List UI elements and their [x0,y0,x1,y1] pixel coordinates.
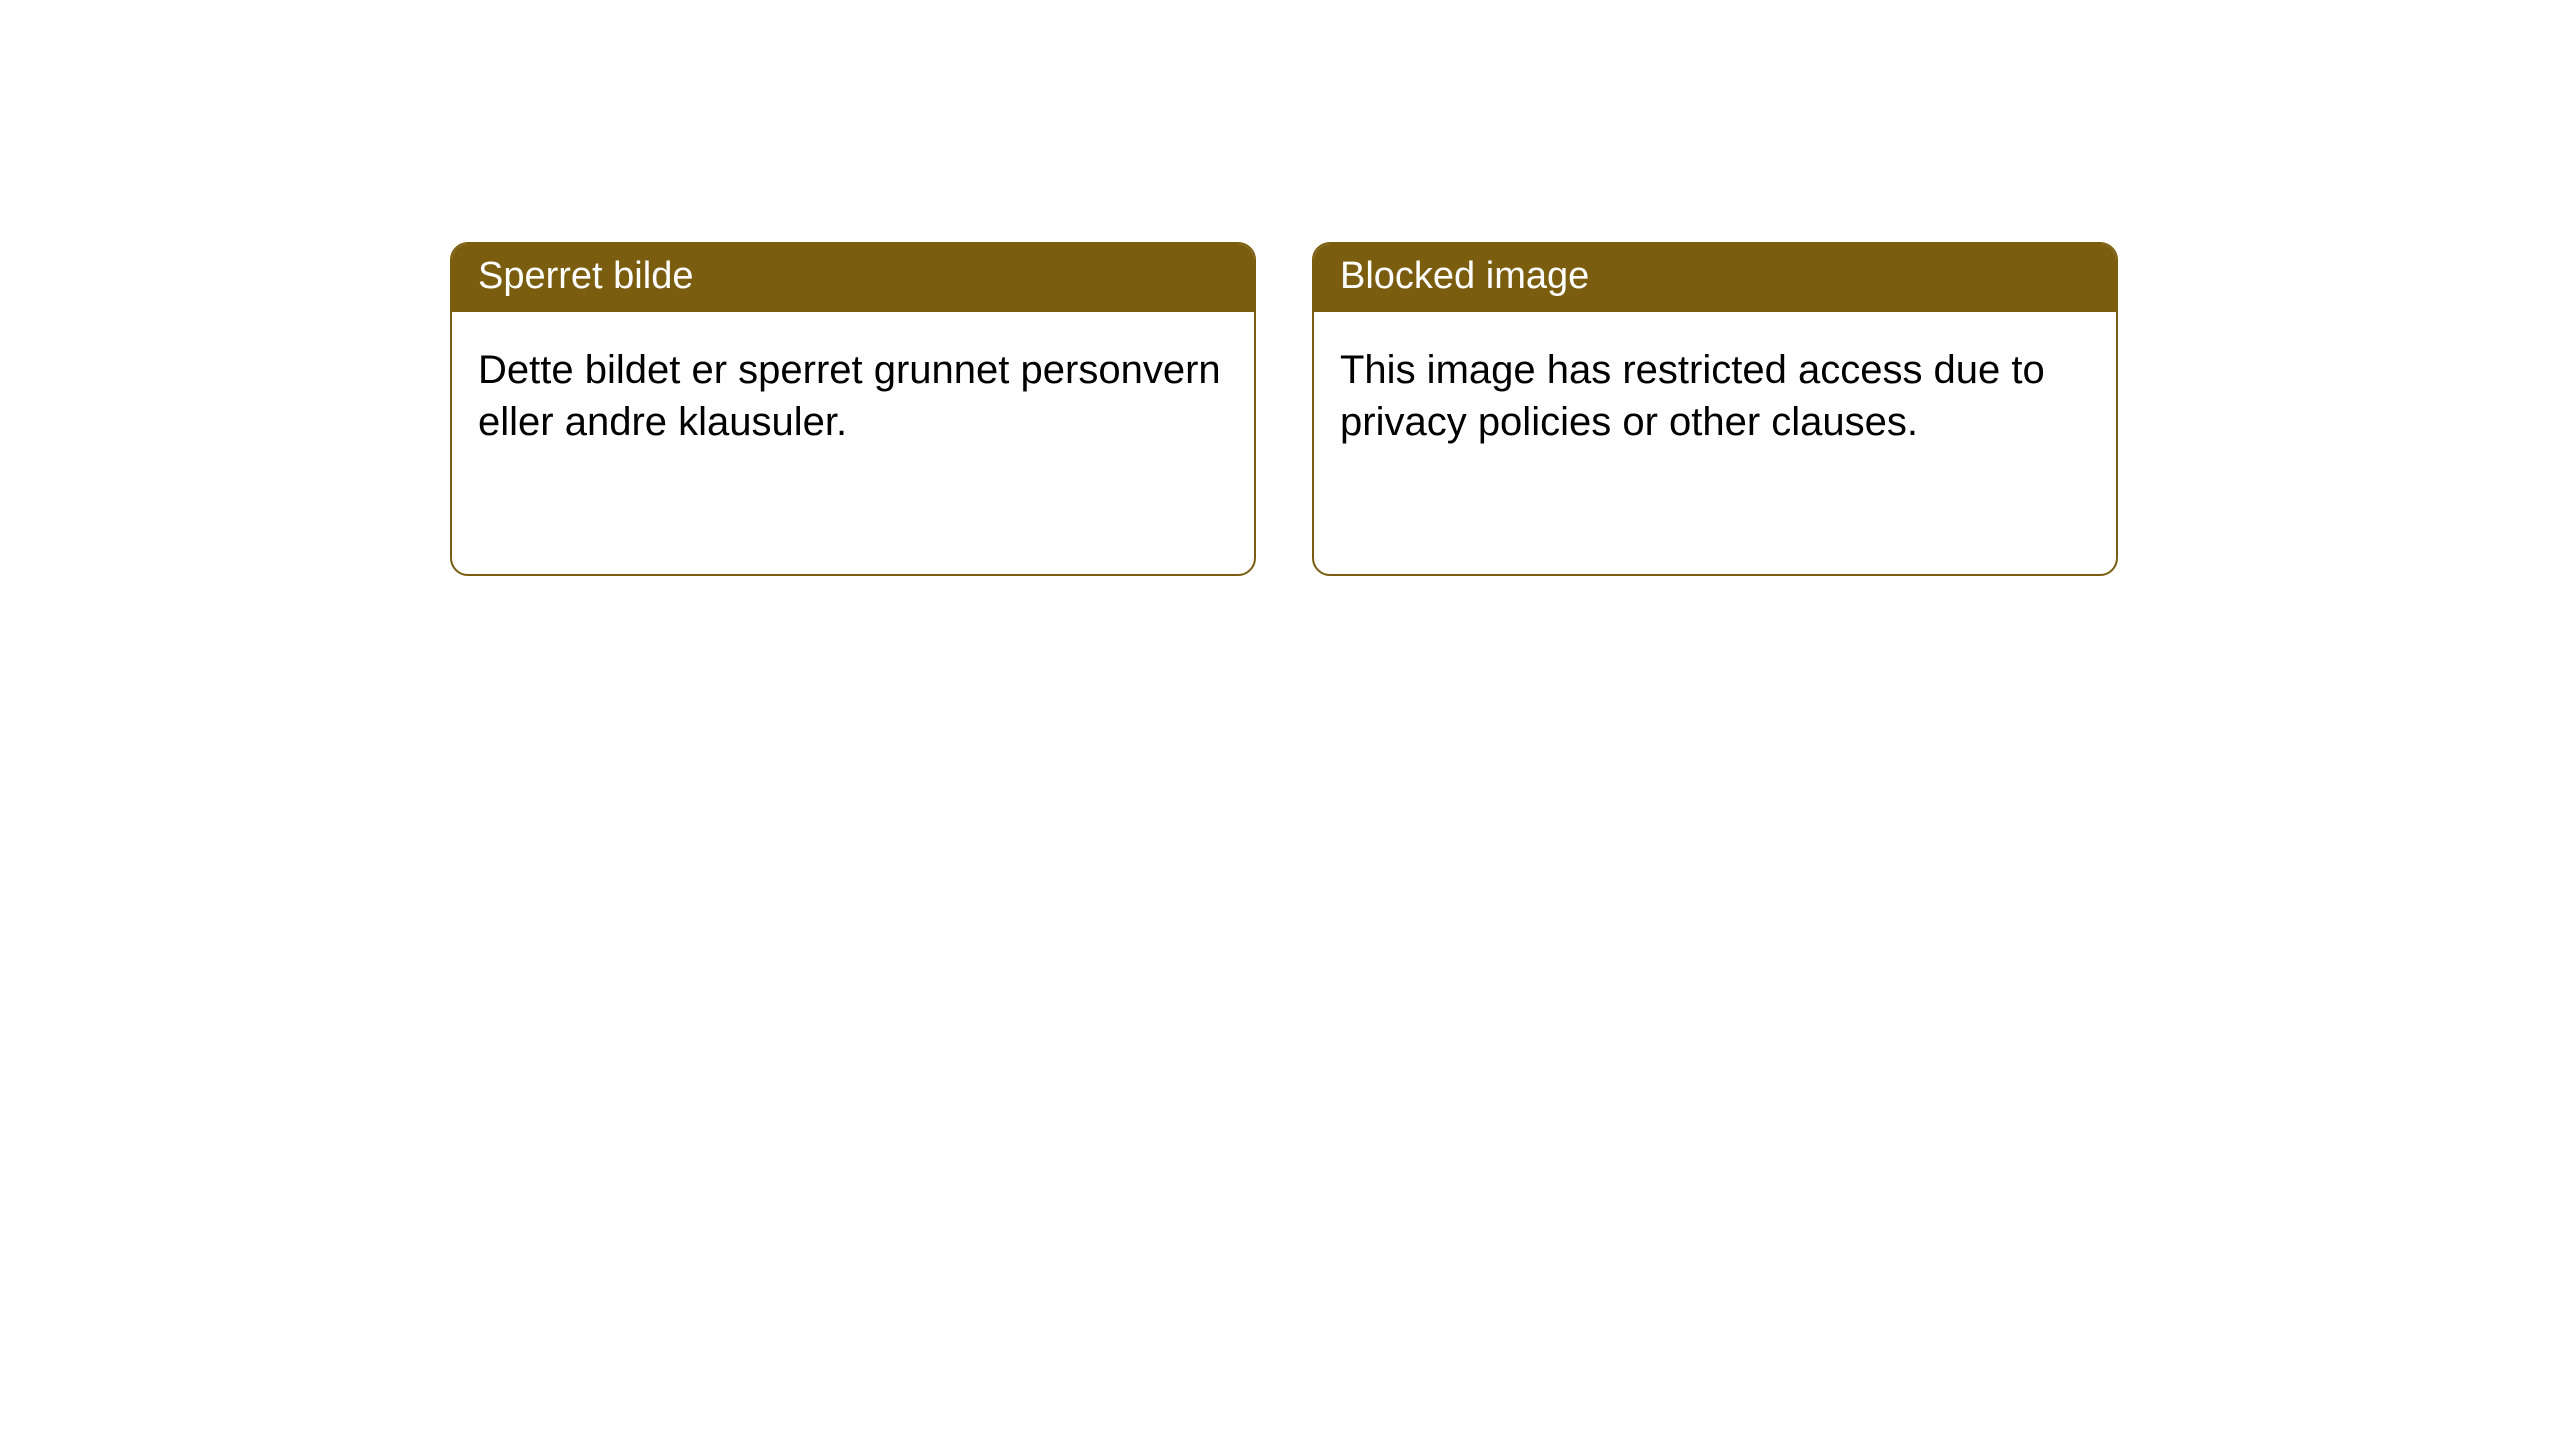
notice-card-en: Blocked image This image has restricted … [1312,242,2118,576]
notice-body-no: Dette bildet er sperret grunnet personve… [452,312,1254,480]
notice-container: Sperret bilde Dette bildet er sperret gr… [0,0,2560,576]
notice-title-en: Blocked image [1314,244,2116,312]
notice-card-no: Sperret bilde Dette bildet er sperret gr… [450,242,1256,576]
notice-title-no: Sperret bilde [452,244,1254,312]
notice-body-en: This image has restricted access due to … [1314,312,2116,480]
